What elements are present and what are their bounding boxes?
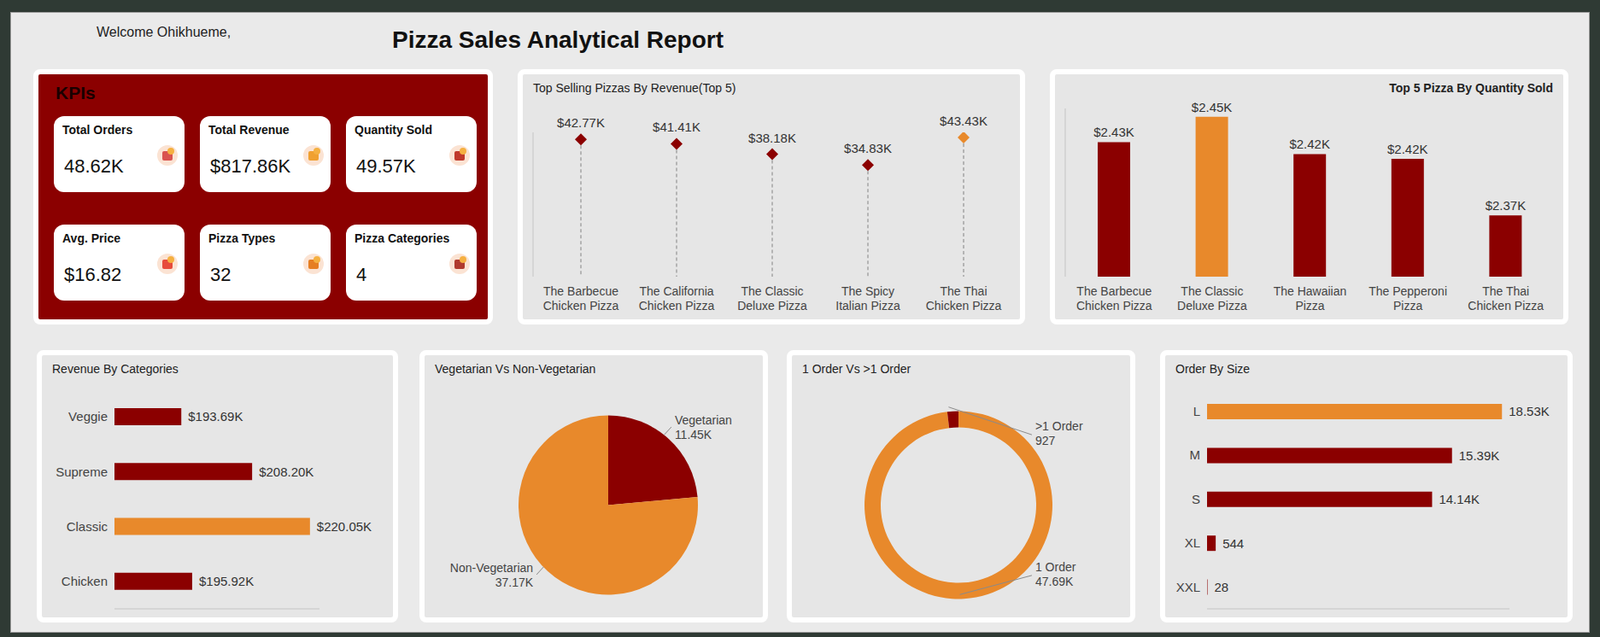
html-text:Top Selling Pizzas By Revenue(: Top Selling Pizzas By Revenue(Top 5) bbox=[533, 81, 736, 95]
svg-text:XL: XL bbox=[1184, 535, 1201, 551]
svg-text:$208.20K: $208.20K bbox=[258, 464, 314, 480]
svg-text:544: 544 bbox=[1222, 536, 1244, 551]
svg-text:Classic: Classic bbox=[66, 519, 109, 534]
html-text:Revenue By Categories: Revenue By Categories bbox=[52, 362, 179, 376]
html-text:Avg. Price: Avg. Price bbox=[62, 231, 121, 246]
svg-text:Vegetarian11.45K: Vegetarian11.45K bbox=[674, 413, 733, 442]
html-text:Pizza Types: Pizza Types bbox=[208, 231, 276, 246]
html-text:KPIs: KPIs bbox=[55, 82, 96, 103]
svg-text:$38.18K: $38.18K bbox=[748, 130, 797, 146]
svg-text:15.39K: 15.39K bbox=[1459, 448, 1501, 464]
html-text:32: 32 bbox=[210, 263, 232, 286]
svg-text:Supreme: Supreme bbox=[55, 464, 108, 480]
svg-text:The SpicyItalian Pizza: The SpicyItalian Pizza bbox=[835, 284, 901, 313]
svg-text:$195.92K: $195.92K bbox=[199, 574, 254, 589]
html-text:Total Orders: Total Orders bbox=[62, 123, 133, 137]
svg-text:The CaliforniaChicken Pizza: The CaliforniaChicken Pizza bbox=[638, 284, 716, 313]
svg-text:The ThaiChicken Pizza: The ThaiChicken Pizza bbox=[1467, 284, 1544, 313]
svg-text:Chicken: Chicken bbox=[61, 574, 108, 589]
svg-text:$2.37K: $2.37K bbox=[1485, 198, 1527, 213]
html-text:Pizza Sales Analytical Report: Pizza Sales Analytical Report bbox=[392, 26, 724, 53]
svg-text:L: L bbox=[1193, 404, 1201, 419]
svg-text:$193.69K: $193.69K bbox=[187, 409, 243, 424]
svg-text:M: M bbox=[1189, 447, 1202, 463]
html-text:$16.82: $16.82 bbox=[64, 263, 122, 286]
svg-text:The ClassicDeluxe Pizza: The ClassicDeluxe Pizza bbox=[1177, 284, 1248, 313]
svg-text:$43.43K: $43.43K bbox=[939, 113, 988, 129]
html-text:Order By Size: Order By Size bbox=[1175, 362, 1250, 376]
svg-text:$220.05K: $220.05K bbox=[316, 519, 372, 534]
svg-text:$2.42K: $2.42K bbox=[1289, 136, 1331, 152]
svg-text:The BarbecueChicken Pizza: The BarbecueChicken Pizza bbox=[1076, 284, 1153, 313]
html-text:49.57K: 49.57K bbox=[356, 155, 416, 177]
svg-text:The ClassicDeluxe Pizza: The ClassicDeluxe Pizza bbox=[737, 284, 808, 313]
svg-text:$42.77K: $42.77K bbox=[556, 115, 605, 130]
html-text:$817.86K: $817.86K bbox=[210, 155, 291, 177]
html-text:Total Revenue: Total Revenue bbox=[208, 123, 290, 137]
html-text:1 Order Vs >1 Order: 1 Order Vs >1 Order bbox=[802, 362, 911, 376]
html-text:48.62K: 48.62K bbox=[64, 155, 124, 177]
html-text:Pizza Categories: Pizza Categories bbox=[354, 231, 450, 246]
svg-text:$41.41K: $41.41K bbox=[652, 119, 701, 135]
html-text:Vegetarian Vs Non-Vegetarian: Vegetarian Vs Non-Vegetarian bbox=[434, 362, 596, 376]
svg-text:>1 Order927: >1 Order927 bbox=[1035, 419, 1084, 448]
svg-text:XXL: XXL bbox=[1176, 580, 1201, 595]
svg-text:The BarbecueChicken Pizza: The BarbecueChicken Pizza bbox=[543, 284, 620, 313]
svg-text:$2.43K: $2.43K bbox=[1093, 124, 1135, 140]
html-text:Top 5 Pizza By Quantity Sold: Top 5 Pizza By Quantity Sold bbox=[1389, 81, 1554, 95]
svg-text:The ThaiChicken Pizza: The ThaiChicken Pizza bbox=[926, 284, 1003, 313]
svg-text:$34.83K: $34.83K bbox=[843, 140, 892, 156]
svg-text:1 Order47.69K: 1 Order47.69K bbox=[1035, 560, 1077, 589]
svg-text:$2.45K: $2.45K bbox=[1191, 99, 1233, 115]
svg-text:The HawaiianPizza: The HawaiianPizza bbox=[1273, 284, 1348, 313]
svg-text:The PepperoniPizza: The PepperoniPizza bbox=[1368, 284, 1448, 313]
svg-text:Non-Vegetarian37.17K: Non-Vegetarian37.17K bbox=[450, 561, 534, 590]
svg-text:$2.42K: $2.42K bbox=[1387, 141, 1429, 157]
html-text:Quantity Sold: Quantity Sold bbox=[354, 123, 433, 137]
html-text:4: 4 bbox=[356, 263, 367, 286]
html-text:Welcome Ohikhueme,: Welcome Ohikhueme, bbox=[96, 24, 231, 40]
svg-text:28: 28 bbox=[1214, 580, 1230, 595]
svg-text:14.14K: 14.14K bbox=[1438, 492, 1480, 507]
svg-text:Veggie: Veggie bbox=[68, 409, 108, 424]
svg-text:18.53K: 18.53K bbox=[1508, 404, 1550, 419]
svg-text:S: S bbox=[1191, 492, 1201, 507]
